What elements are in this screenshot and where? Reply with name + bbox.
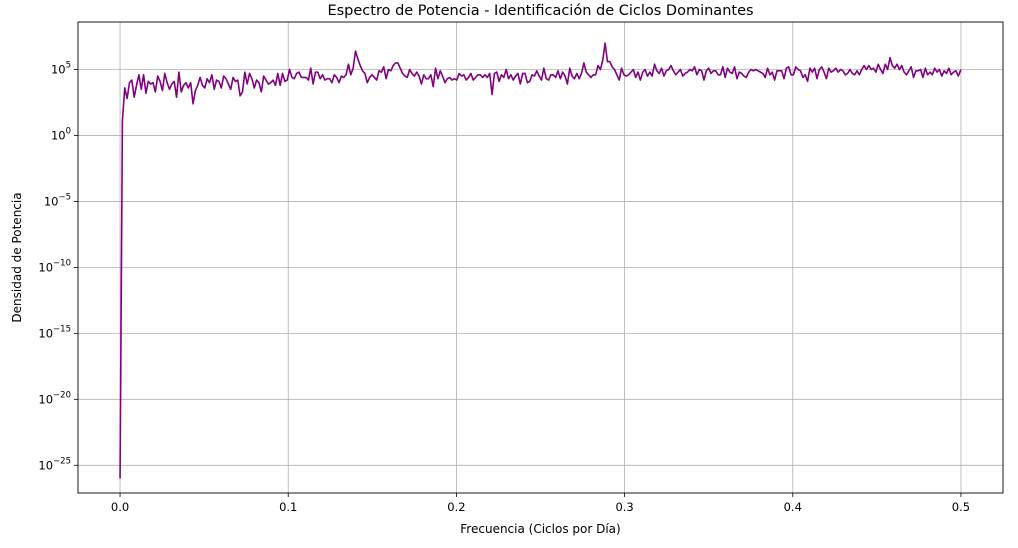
x-tick-label: 0.1 (279, 500, 297, 514)
plot-frame (77, 21, 1004, 494)
y-tick-label: 10−15 (38, 324, 71, 340)
x-axis-label: Frecuencia (Ciclos por Día) (460, 522, 620, 536)
x-tick-label: 0.5 (952, 500, 970, 514)
y-tick-label: 10−10 (38, 258, 71, 274)
series-line (119, 42, 962, 479)
x-tick-label: 0.3 (615, 500, 633, 514)
y-tick-label: 105 (51, 60, 71, 76)
x-tick-label: 0.2 (447, 500, 465, 514)
y-axis-label: Densidad de Potencia (10, 192, 24, 322)
chart-title: Espectro de Potencia - Identificación de… (327, 3, 753, 19)
grid-lines (78, 22, 1003, 493)
x-tick-label: 0.4 (784, 500, 802, 514)
y-tick-label: 100 (51, 126, 71, 142)
x-tick-label: 0.0 (111, 500, 129, 514)
y-tick-label: 10−25 (38, 456, 71, 472)
y-axis-ticks: 105 100 10−5 10−10 10−15 10−20 10−25 (38, 60, 78, 472)
y-tick-label: 10−5 (44, 192, 71, 208)
y-tick-label: 10−20 (38, 390, 71, 406)
x-axis-ticks: 0.0 0.1 0.2 0.3 0.4 0.5 (111, 493, 970, 514)
